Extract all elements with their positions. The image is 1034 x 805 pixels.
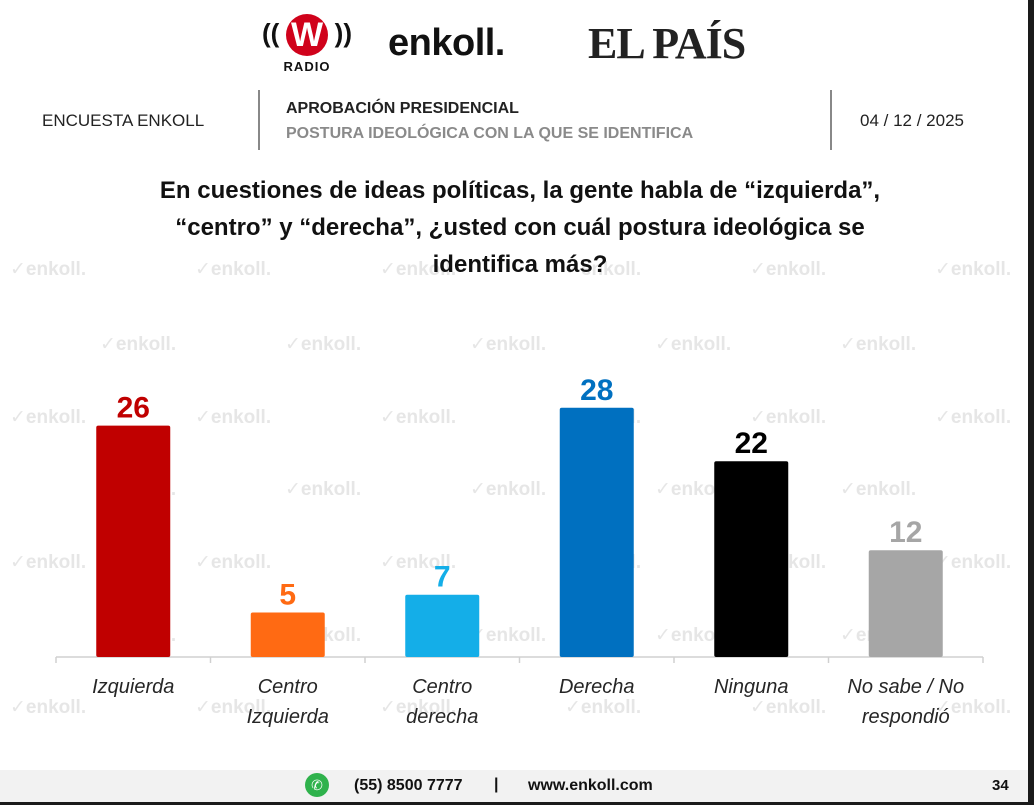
header-divider <box>258 90 260 150</box>
data-label: 7 <box>434 561 451 594</box>
category-label: No sabe / No <box>847 676 964 698</box>
footer-separator: | <box>494 776 499 793</box>
el-pais-logo: EL PAÍS <box>588 19 746 68</box>
category-label: Izquierda <box>247 706 329 728</box>
data-label: 26 <box>117 392 150 425</box>
whatsapp-icon: ✆ <box>305 773 329 797</box>
category-label: derecha <box>406 706 478 728</box>
survey-name: ENCUESTA ENKOLL <box>42 111 205 130</box>
radio-waves-icon: )) <box>334 18 352 48</box>
data-label: 5 <box>279 579 296 612</box>
survey-question: En cuestiones de ideas políticas, la gen… <box>90 172 950 283</box>
data-label: 12 <box>889 516 922 549</box>
bar <box>405 594 480 657</box>
footer-phone: (55) 8500 7777 <box>354 777 463 794</box>
header-subtitle: POSTURA IDEOLÓGICA CON LA QUE SE IDENTIF… <box>286 125 694 142</box>
question-line: “centro” y “derecha”, ¿usted con cuál po… <box>175 214 865 241</box>
question-line: identifica más? <box>432 251 608 278</box>
bar-chart: 26 Izquierda 5 Centro Izquierda 7 Centro derech… <box>55 374 984 728</box>
w-letter: W <box>286 14 328 56</box>
bar <box>250 612 325 657</box>
radio-waves-icon: (( <box>262 18 280 48</box>
category-label: Ninguna <box>714 676 789 698</box>
category-label: Izquierda <box>92 676 174 698</box>
bar <box>559 407 634 657</box>
enkoll-logo: enkoll. <box>388 22 505 64</box>
question-line: En cuestiones de ideas políticas, la gen… <box>159 177 881 204</box>
w-radio-label: RADIO <box>283 59 331 74</box>
bar <box>868 550 943 657</box>
bar <box>96 425 171 657</box>
data-label: 22 <box>735 427 768 460</box>
frame-border-right <box>1028 0 1034 805</box>
header-title: APROBACIÓN PRESIDENCIAL <box>286 100 519 117</box>
frame-border-bottom <box>0 802 1034 805</box>
page-number: 34 <box>992 777 1009 794</box>
w-radio-logo: (( W )) RADIO <box>262 12 352 76</box>
footer-website: www.enkoll.com <box>528 777 653 794</box>
header-divider <box>830 90 832 150</box>
category-label: Centro <box>412 676 472 698</box>
survey-date: 04 / 12 / 2025 <box>860 111 964 130</box>
footer-bar <box>0 770 1028 802</box>
bar <box>714 461 789 657</box>
category-label: Centro <box>258 676 318 698</box>
category-label: Derecha <box>559 676 635 698</box>
data-label: 28 <box>580 374 613 407</box>
category-label: respondió <box>862 706 950 728</box>
